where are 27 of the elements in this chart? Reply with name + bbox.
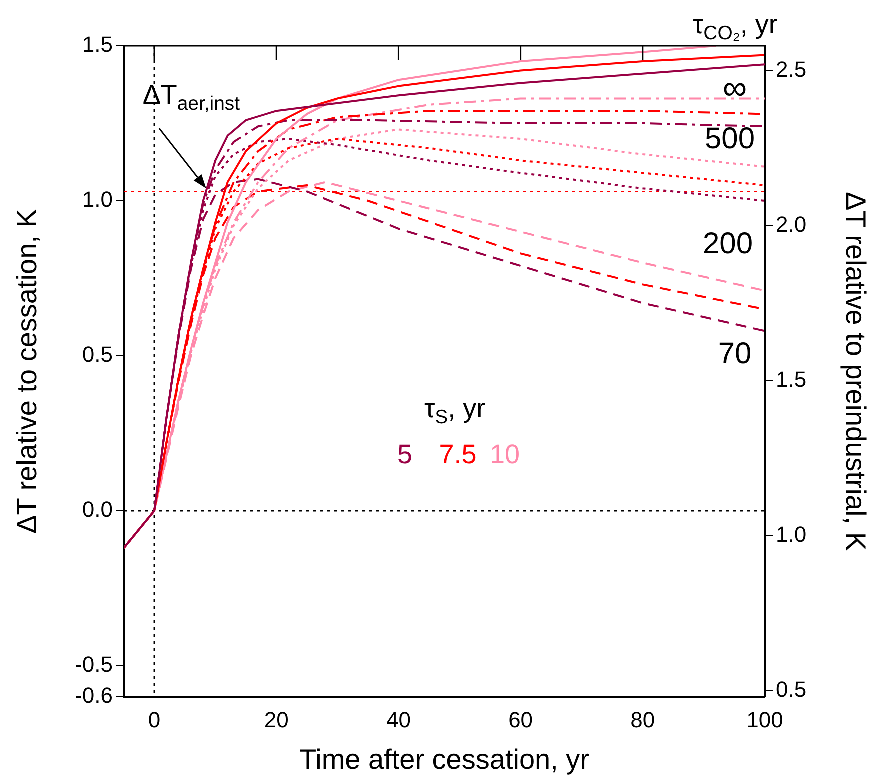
annotation: ∞ xyxy=(722,69,748,108)
y-tick-label: 0.5 xyxy=(82,342,113,368)
annotation: 200 xyxy=(702,227,754,260)
annotation: 70 xyxy=(718,337,752,370)
y2-tick-label: 1.5 xyxy=(776,366,807,392)
y-tick-label: 1.0 xyxy=(82,187,113,212)
x-tick-label: 100 xyxy=(746,707,784,732)
x-axis-title: Time after cessation, yr xyxy=(300,744,590,775)
y-tick-label: -0.5 xyxy=(75,652,113,678)
y2-tick-label: 1.0 xyxy=(776,522,807,547)
annotation: 5 xyxy=(397,439,413,470)
y-tick-label: 0.0 xyxy=(82,497,113,522)
x-tick-label: 0 xyxy=(148,707,161,732)
annotation: 7.5 xyxy=(439,439,477,470)
y-tick-label: 1.5 xyxy=(82,32,113,58)
y-tick-label: -0.6 xyxy=(75,683,113,708)
y2-tick-label: 0.5 xyxy=(776,676,807,702)
x-tick-label: 60 xyxy=(508,707,534,732)
y2-tick-label: 2.0 xyxy=(776,212,807,237)
annotation: 500 xyxy=(704,122,756,156)
x-tick-label: 20 xyxy=(264,707,289,732)
x-tick-label: 80 xyxy=(630,707,656,732)
annotation: 10 xyxy=(490,439,520,470)
x-tick-label: 40 xyxy=(386,707,411,732)
y-axis-title: ΔT relative to cessation, K xyxy=(12,208,43,534)
y2-tick-label: 2.5 xyxy=(776,56,807,82)
y2-axis-title: ΔT relative to preindustrial, K xyxy=(840,192,872,552)
